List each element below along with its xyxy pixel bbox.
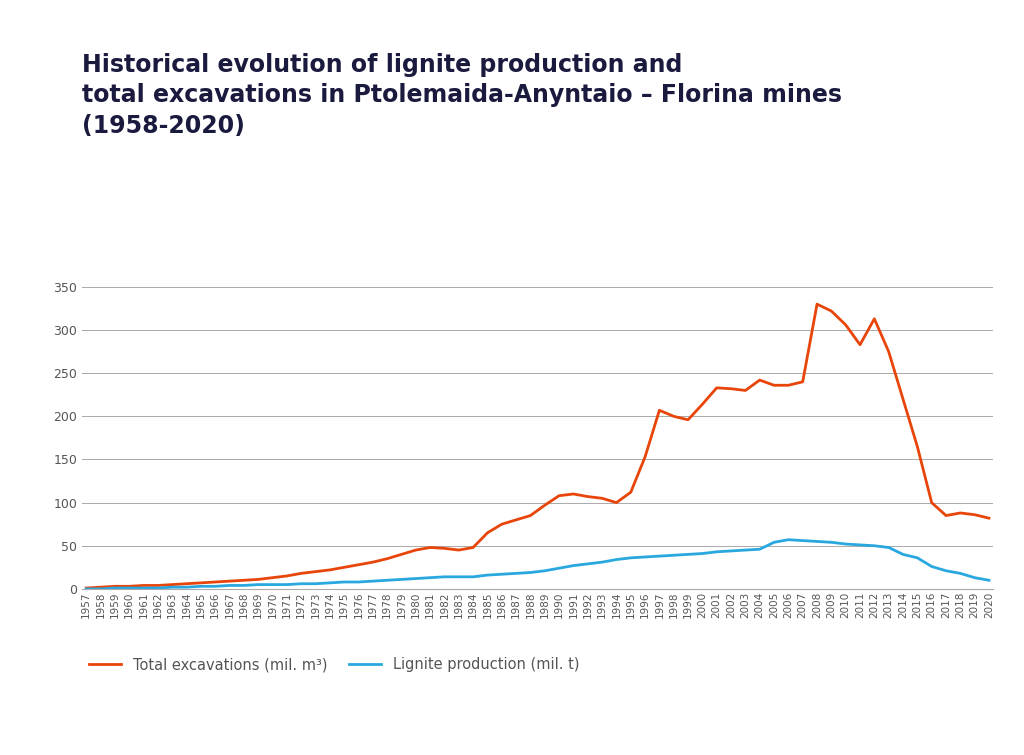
Lignite production (mil. t) — [195, 582, 207, 591]
Lignite production (mil. t) — [983, 576, 995, 585]
Total excavations (mil. m³) — [653, 405, 666, 414]
Total excavations (mil. m³) — [524, 511, 537, 520]
Lignite production (mil. t) — [453, 572, 465, 581]
Legend: Total excavations (mil. m³), Lignite production (mil. t): Total excavations (mil. m³), Lignite pro… — [89, 657, 580, 672]
Total excavations (mil. m³) — [453, 546, 465, 555]
Lignite production (mil. t) — [80, 584, 92, 593]
Total excavations (mil. m³) — [195, 578, 207, 587]
Total excavations (mil. m³) — [582, 492, 594, 501]
Total excavations (mil. m³) — [811, 300, 823, 309]
Lignite production (mil. t) — [653, 552, 666, 561]
Lignite production (mil. t) — [782, 535, 795, 544]
Total excavations (mil. m³) — [80, 584, 92, 593]
Lignite production (mil. t) — [524, 568, 537, 577]
Line: Lignite production (mil. t): Lignite production (mil. t) — [86, 540, 989, 589]
Line: Total excavations (mil. m³): Total excavations (mil. m³) — [86, 304, 989, 588]
Lignite production (mil. t) — [582, 559, 594, 569]
Total excavations (mil. m³) — [668, 411, 680, 421]
Lignite production (mil. t) — [668, 550, 680, 559]
Total excavations (mil. m³) — [983, 513, 995, 522]
Text: Historical evolution of lignite production and
total excavations in Ptolemaida-A: Historical evolution of lignite producti… — [82, 53, 842, 138]
